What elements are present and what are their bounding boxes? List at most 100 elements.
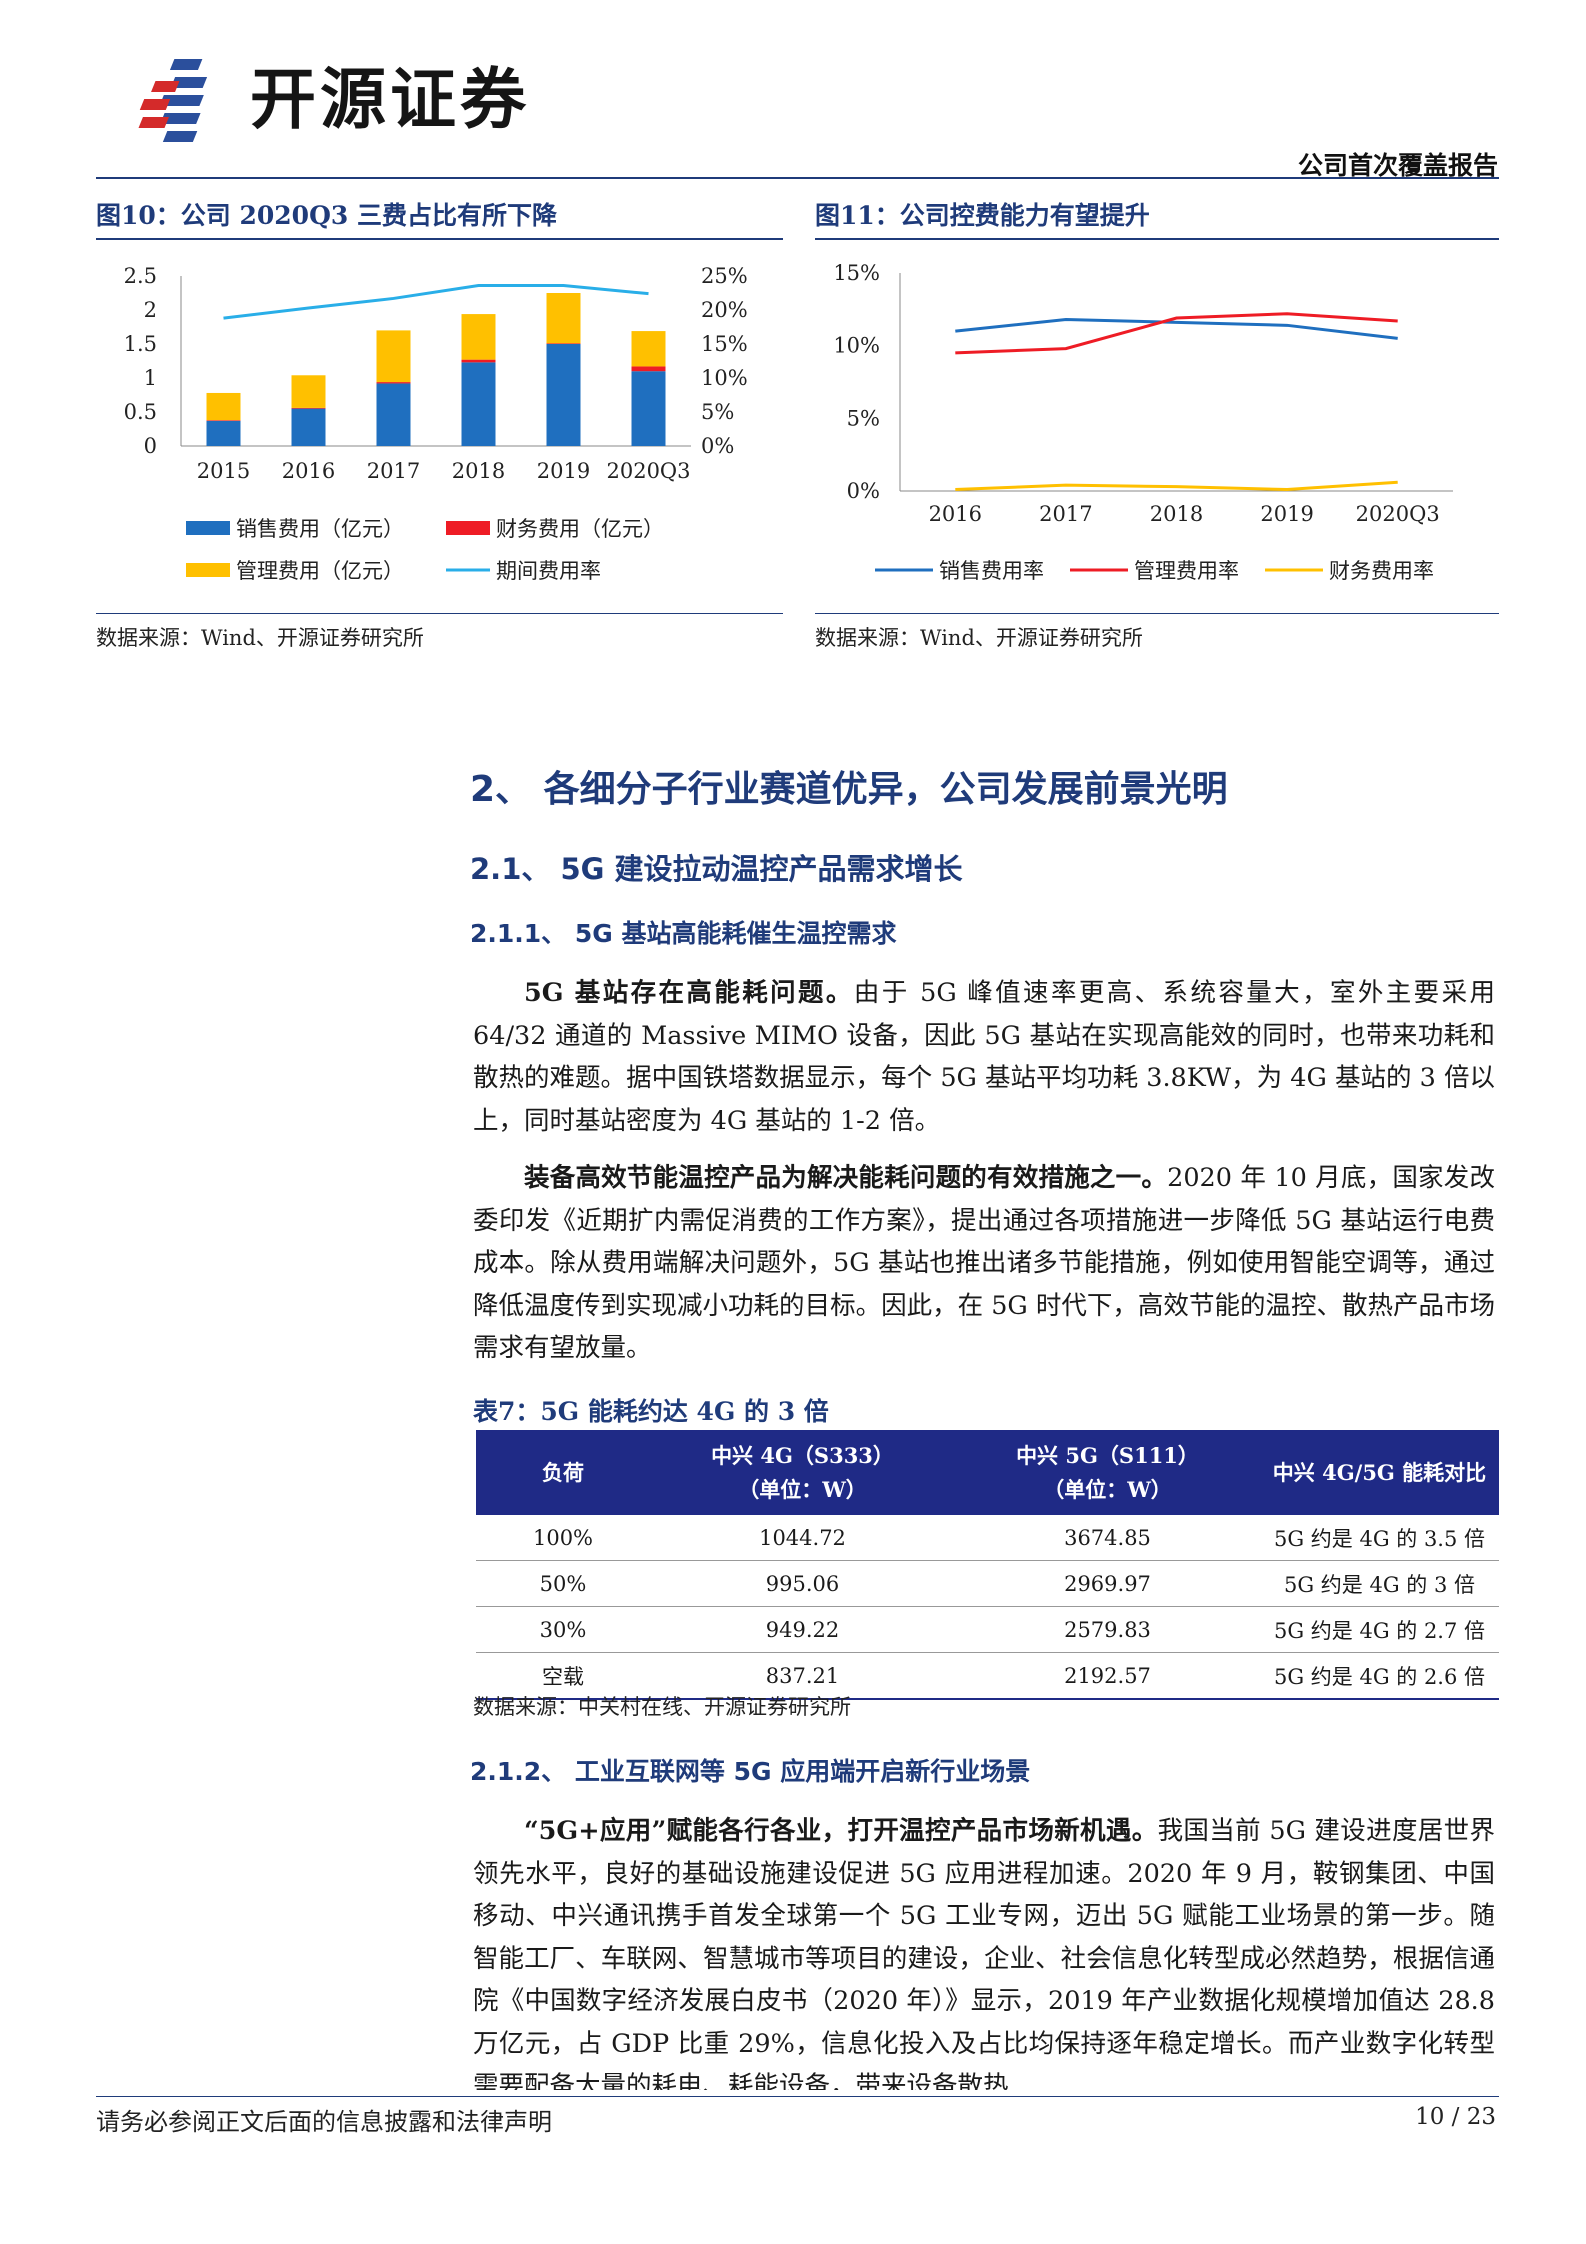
y-tick-label: 1.5 xyxy=(124,332,157,356)
x-tick-label: 2018 xyxy=(1150,502,1203,526)
y-tick-label: 0 xyxy=(144,434,157,458)
bar-segment xyxy=(631,331,666,367)
paragraph-1: 5G 基站存在高能耗问题。由于 5G 峰值速率更高、系统容量大，室外主要采用 6… xyxy=(473,972,1495,1142)
paragraph-1-lead: 5G 基站存在高能耗问题。 xyxy=(524,978,854,1008)
table-cell: 3674.85 xyxy=(955,1515,1260,1561)
y2-tick-label: 20% xyxy=(701,298,748,322)
figure10-title: 图10：公司 2020Q3 三费占比有所下降 xyxy=(96,201,557,230)
figure10-bottom-rule xyxy=(96,613,783,614)
table-header-row: 负荷 中兴 4G（S333） （单位：W） 中兴 5G（S111） （单位：W） 中… xyxy=(476,1430,1499,1515)
table7-source: 数据来源：中关村在线、开源证券研究所 xyxy=(473,1695,851,1719)
figure11-title: 图11：公司控费能力有望提升 xyxy=(815,201,1150,230)
y-tick-label: 5% xyxy=(847,406,880,430)
legend-label: 财务费用（亿元） xyxy=(496,517,664,541)
paragraph-2-body: 2020 年 10 月底，国家发改委印发《近期扩内需促消费的工作方案》，提出通过… xyxy=(473,1163,1495,1363)
table-row: 50% 995.06 2969.97 5G 约是 4G 的 3 倍 xyxy=(476,1560,1499,1607)
legend-swatch xyxy=(186,563,230,577)
table-cell: 995.06 xyxy=(650,1560,955,1607)
y2-tick-label: 15% xyxy=(701,332,748,356)
bar-segment xyxy=(206,420,241,446)
bar-segment xyxy=(461,362,496,446)
y-tick-label: 15% xyxy=(833,261,880,285)
bar-segment xyxy=(546,343,581,344)
table-header-load: 负荷 xyxy=(476,1430,650,1515)
table-row: 30% 949.22 2579.83 5G 约是 4G 的 2.7 倍 xyxy=(476,1606,1499,1653)
section-heading-2: 2、 各细分子行业赛道优异，公司发展前景光明 xyxy=(470,769,1228,810)
legend-swatch xyxy=(446,521,490,535)
figure11-source: 数据来源：Wind、开源证券研究所 xyxy=(815,626,1143,650)
table-cell: 949.22 xyxy=(650,1606,955,1653)
bar-segment xyxy=(546,344,581,446)
bar-segment xyxy=(376,382,411,384)
paragraph-3-body: 我国当前 5G 建设进度居世界领先水平，良好的基础设施建设促进 5G 应用进程加… xyxy=(473,1816,1495,2090)
table-header-4g: 中兴 4G（S333） （单位：W） xyxy=(650,1430,955,1515)
header-divider xyxy=(96,177,1499,179)
x-tick-label: 2020Q3 xyxy=(606,459,690,483)
bar-segment xyxy=(461,314,496,360)
legend-label: 期间费用率 xyxy=(496,559,601,583)
y-tick-label: 1 xyxy=(144,366,157,390)
paragraph-1-body: 由于 5G 峰值速率更高、系统容量大，室外主要采用 64/32 通道的 Mass… xyxy=(473,978,1495,1136)
figure11-bottom-rule xyxy=(815,613,1499,614)
paragraph-2: 装备高效节能温控产品为解决能耗问题的有效措施之一。2020 年 10 月底，国家… xyxy=(473,1157,1495,1370)
series-line xyxy=(955,312,1398,355)
table-cell: 5G 约是 4G 的 2.6 倍 xyxy=(1260,1652,1499,1700)
table-cell: 30% xyxy=(476,1606,650,1653)
table-header-5g: 中兴 5G（S111） （单位：W） xyxy=(955,1430,1260,1515)
bar-segment xyxy=(631,366,666,372)
bar-segment xyxy=(206,392,241,421)
table-cell: 2192.57 xyxy=(955,1652,1260,1700)
paragraph-3: “5G+应用”赋能各行各业，打开温控产品市场新机遇。我国当前 5G 建设进度居世… xyxy=(473,1810,1495,2090)
report-type: 公司首次覆盖报告 xyxy=(1297,151,1498,180)
bar-segment xyxy=(291,375,326,408)
brand-name: 开源证券 xyxy=(250,61,530,138)
brand-logo-icon xyxy=(136,55,234,147)
x-tick-label: 2019 xyxy=(1260,502,1313,526)
footer-disclaimer: 请务必参阅正文后面的信息披露和法律声明 xyxy=(96,2108,552,2136)
legend-label: 管理费用率 xyxy=(1134,559,1239,583)
y2-tick-label: 25% xyxy=(701,264,748,288)
bar-segment xyxy=(291,407,326,409)
legend-label: 销售费用（亿元） xyxy=(236,517,404,541)
legend-label: 销售费用率 xyxy=(939,559,1044,583)
table-header-ratio: 中兴 4G/5G 能耗对比 xyxy=(1260,1430,1499,1515)
table-cell: 100% xyxy=(476,1515,650,1561)
table-cell: 空载 xyxy=(476,1652,650,1700)
table-cell: 50% xyxy=(476,1560,650,1607)
bar-segment xyxy=(631,371,666,446)
table-header-5g-label: 中兴 5G（S111） xyxy=(1016,1442,1199,1468)
table-cell: 5G 约是 4G 的 3.5 倍 xyxy=(1260,1515,1499,1561)
section-heading-2-1-1: 2.1.1、 5G 基站高能耗催生温控需求 xyxy=(470,919,897,948)
legend-label: 管理费用（亿元） xyxy=(236,559,404,583)
y-tick-label: 0.5 xyxy=(124,400,157,424)
bar-segment xyxy=(376,383,411,446)
page-number: 10 / 23 xyxy=(1415,2104,1496,2130)
x-tick-label: 2016 xyxy=(282,459,335,483)
y-tick-label: 2 xyxy=(144,298,157,322)
bar-segment xyxy=(546,293,581,344)
table-cell: 2579.83 xyxy=(955,1606,1260,1653)
bar-segment xyxy=(291,408,326,446)
x-tick-label: 2017 xyxy=(1039,502,1092,526)
figure11-top-rule xyxy=(815,238,1499,240)
y2-tick-label: 10% xyxy=(701,366,748,390)
table-header-4g-label: 中兴 4G（S333） xyxy=(711,1442,894,1468)
footer-divider xyxy=(96,2096,1499,2097)
table-cell: 5G 约是 4G 的 2.7 倍 xyxy=(1260,1606,1499,1653)
bar-segment xyxy=(376,330,411,383)
legend-label: 财务费用率 xyxy=(1329,559,1434,583)
table-row: 空载 837.21 2192.57 5G 约是 4G 的 2.6 倍 xyxy=(476,1652,1499,1700)
rate-line xyxy=(223,284,649,320)
figure11-chart: 0% 5% 10% 15% 2016 2017 2018 2019 2020Q3 销售费用率 管理费… xyxy=(833,261,1453,583)
y2-tick-label: 5% xyxy=(701,400,734,424)
x-tick-label: 2018 xyxy=(452,459,505,483)
table7-title: 表7：5G 能耗约达 4G 的 3 倍 xyxy=(473,1397,829,1426)
energy-comparison-table: 负荷 中兴 4G（S333） （单位：W） 中兴 5G（S111） （单位：W） 中… xyxy=(476,1430,1499,1700)
section-heading-2-1: 2.1、 5G 建设拉动温控产品需求增长 xyxy=(470,852,963,886)
paragraph-3-lead: “5G+应用”赋能各行各业，打开温控产品市场新机遇。 xyxy=(524,1816,1158,1846)
bar-segment xyxy=(206,420,241,421)
series-line xyxy=(955,318,1398,340)
table-cell: 5G 约是 4G 的 3 倍 xyxy=(1260,1560,1499,1607)
x-tick-label: 2015 xyxy=(197,459,250,483)
x-tick-label: 2019 xyxy=(537,459,590,483)
